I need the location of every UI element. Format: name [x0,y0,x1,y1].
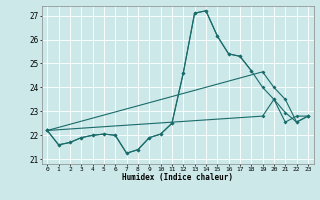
X-axis label: Humidex (Indice chaleur): Humidex (Indice chaleur) [122,173,233,182]
